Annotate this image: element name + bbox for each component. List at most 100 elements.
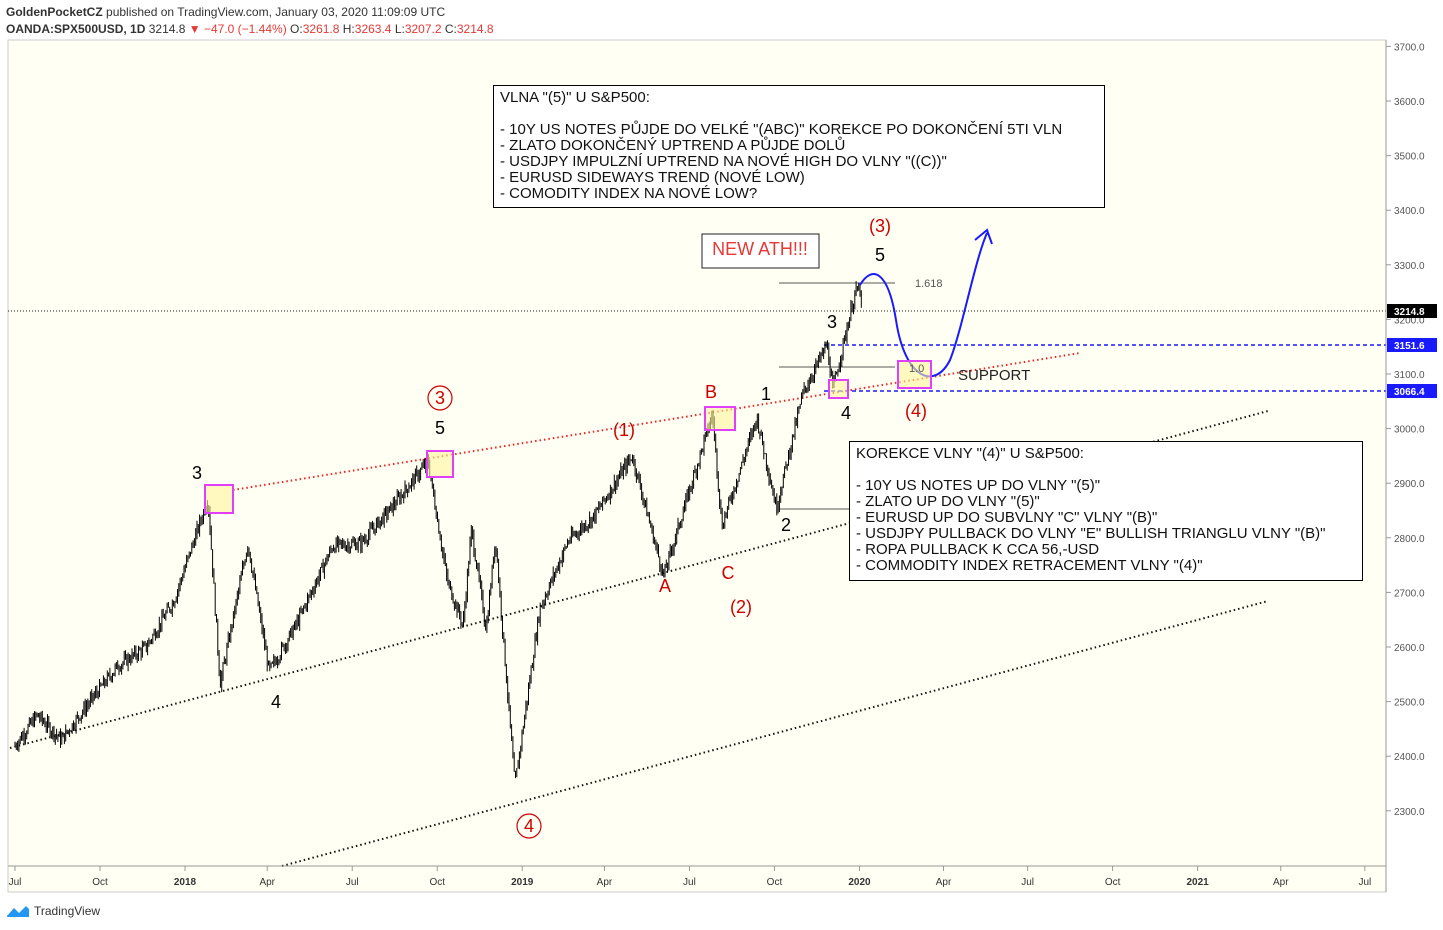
time-tick-label: 2018: [174, 877, 197, 888]
wave-label: (1): [613, 420, 635, 440]
price-tick-label: 3500.0: [1394, 152, 1425, 163]
target-zone-box: [897, 360, 932, 389]
wave-label: 5: [435, 418, 445, 438]
tradingview-logo-icon: [7, 906, 29, 917]
wave-label: 1.618: [915, 278, 943, 290]
time-tick-label: Jul: [1021, 877, 1034, 888]
price-label: 3066.4: [1394, 387, 1425, 398]
publish-text: published on TradingView.com, January 03…: [102, 5, 446, 19]
low-value: 3207.2: [404, 22, 442, 36]
note-line: KOREKCE VLNY "(4)" U S&P500:: [856, 445, 1084, 462]
note-line: - EURUSD UP DO SUBVLNY "C" VLNY "(B)": [856, 509, 1158, 526]
note-line: [856, 462, 1356, 478]
wave-label: 3: [192, 463, 202, 483]
bottom-channel-line: [281, 600, 1269, 867]
price-tick-label: 2400.0: [1394, 752, 1425, 763]
wave-label: 3: [827, 312, 837, 332]
price-label-bg: [1387, 304, 1437, 318]
note-line: - ROPA PULLBACK K CCA 56,-USD: [856, 541, 1100, 558]
wave-circle-icon: [427, 385, 453, 411]
price-tick-label: 2300.0: [1394, 807, 1425, 818]
note-line: - USDJPY PULLBACK DO VLNY "E" BULLISH TR…: [856, 525, 1326, 542]
time-tick-label: Oct: [767, 877, 783, 888]
wave-label: 4: [524, 816, 534, 836]
symbol-info: OANDA:SPX500USD, 1D 3214.8 ▼ −47.0 (−1.4…: [6, 22, 494, 36]
time-tick-label: Oct: [429, 877, 445, 888]
note-line: - ZLATO DOKONČENÝ UPTREND A PŮJDE DOLŮ: [500, 137, 846, 154]
wave-label: 1.0: [909, 363, 924, 375]
wave-4-note[interactable]: KOREKCE VLNY "(4)" U S&P500: - 10Y US NO…: [849, 441, 1363, 581]
price-label-bg: [1387, 338, 1437, 352]
note-line: - COMODITY INDEX NA NOVÉ LOW?: [500, 185, 758, 202]
time-tick-label: Jul: [1358, 877, 1371, 888]
price-tick-label: 3700.0: [1394, 42, 1425, 53]
high-label: H:: [342, 22, 355, 36]
note-line: VLNA "(5)" U S&P500:: [500, 89, 650, 106]
wave-label: (2): [730, 597, 752, 617]
price-tick-label: 3000.0: [1394, 425, 1425, 436]
low-label: L:: [394, 22, 405, 36]
wave-label: (4): [905, 401, 927, 421]
annotation-layer: 34534(1)ABC(2)12345(3)(4)1.6181.00SUPPOR…: [192, 216, 1030, 839]
wave-label: 2: [781, 515, 791, 535]
note-line: - 10Y US NOTES PŮJDE DO VELKÉ "(ABC)" KO…: [500, 121, 1063, 138]
note-line: - EURUSD SIDEWAYS TREND (NOVÉ LOW): [500, 169, 805, 186]
wave-label: 3: [435, 388, 445, 408]
time-tick-label: Jul: [346, 877, 359, 888]
price-label: 3151.6: [1394, 341, 1425, 352]
time-tick-label: Jul: [9, 877, 22, 888]
wave-label: 4: [271, 692, 281, 712]
price-tick-label: 3400.0: [1394, 206, 1425, 217]
time-tick-label: Apr: [259, 877, 275, 888]
wave-label: (3): [869, 216, 891, 236]
wave-label: 4: [841, 403, 851, 423]
note-line: - ZLATO UP DO VLNY "(5)": [856, 493, 1040, 510]
time-tick-label: 2020: [848, 877, 871, 888]
time-tick-label: Apr: [597, 877, 613, 888]
time-axis[interactable]: Jul Oct 2018 Apr Jul Oct 2019 Apr Jul Oct 2020 Apr J…: [8, 865, 1386, 888]
time-tick-label: Apr: [936, 877, 952, 888]
price-change: ▼ −47.0 (−1.44%): [188, 22, 287, 36]
wave-5-note[interactable]: VLNA "(5)" U S&P500: - 10Y US NOTES PŮJD…: [493, 85, 1105, 208]
target-zone-box: [426, 450, 454, 478]
tradingview-footer[interactable]: TradingView: [6, 903, 100, 919]
time-tick-label: Apr: [1273, 877, 1289, 888]
new-ath-box: [701, 233, 820, 269]
price-tick-label: 2700.0: [1394, 588, 1425, 599]
price-tick-label: 3200.0: [1394, 315, 1425, 326]
open-value: 3261.8: [302, 22, 340, 36]
note-line: [500, 106, 1098, 122]
wave-label: NEW ATH!!!: [712, 239, 808, 259]
price-tick-label: 3100.0: [1394, 370, 1425, 381]
price-axis[interactable]: 3700.0 3600.0 3500.0 3400.0 3300.0 3200.0 3100…: [1385, 40, 1437, 892]
wave-label: A: [659, 576, 671, 596]
price-tick-label: 2900.0: [1394, 479, 1425, 490]
forecast-arrow-icon: [974, 228, 993, 245]
price-tick-label: 2500.0: [1394, 698, 1425, 709]
price-tick-label: 3600.0: [1394, 97, 1425, 108]
symbol-name[interactable]: OANDA:SPX500USD, 1D: [6, 22, 146, 36]
time-tick-label: 2019: [511, 877, 534, 888]
time-tick-label: Oct: [1105, 877, 1121, 888]
target-zone-box: [204, 484, 234, 514]
high-value: 3263.4: [354, 22, 392, 36]
price-label-bg: [1387, 384, 1437, 398]
note-line: - USDJPY IMPULZNÍ UPTREND NA NOVÉ HIGH D…: [500, 153, 947, 170]
tradingview-brand: TradingView: [34, 904, 101, 918]
wave-label: 1: [761, 384, 771, 404]
price-tick-label: 3300.0: [1394, 261, 1425, 272]
note-line: - COMMODITY INDEX RETRACEMENT VLNY "(4)": [856, 557, 1203, 574]
note-line: - 10Y US NOTES UP DO VLNY "(5)": [856, 477, 1101, 494]
price-label: 3214.8: [1394, 307, 1425, 318]
wave-label: 5: [875, 245, 885, 265]
price-tick-label: 2800.0: [1394, 534, 1425, 545]
last-price: 3214.8: [148, 22, 186, 36]
wave-circle-icon: [516, 813, 542, 839]
price-tick-label: 2600.0: [1394, 643, 1425, 654]
wave-label: C: [722, 563, 735, 583]
close-label: C:: [444, 22, 457, 36]
author-name[interactable]: GoldenPocketCZ: [6, 5, 103, 19]
wave-label: B: [705, 382, 717, 402]
publish-info: GoldenPocketCZ published on TradingView.…: [6, 5, 445, 19]
target-zone-box: [704, 406, 736, 431]
